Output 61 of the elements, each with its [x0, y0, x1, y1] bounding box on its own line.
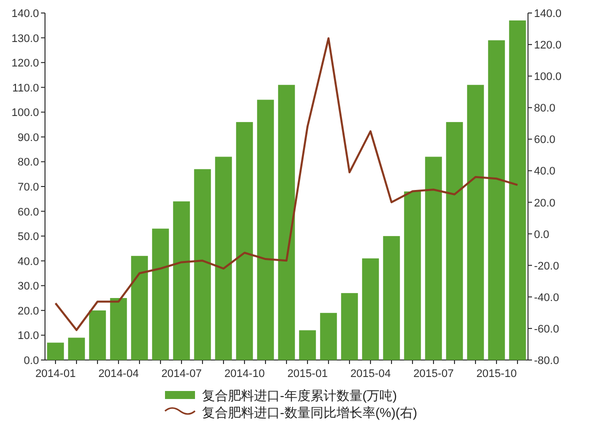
y-tick-label: 0.0	[24, 355, 39, 367]
bar	[404, 191, 421, 360]
x-tick-label: 2015-07	[413, 368, 454, 380]
bar	[257, 100, 274, 360]
x-tick-label: 2014-10	[224, 368, 265, 380]
bar	[68, 338, 85, 360]
bar	[467, 84, 484, 360]
y-tick-label: 120.0	[11, 58, 39, 70]
y-tick-label: 110.0	[12, 82, 39, 94]
bar	[383, 236, 400, 360]
y-tick-label: 10.0	[18, 330, 39, 342]
bar	[488, 40, 505, 360]
y-tick-label: 140.0	[11, 8, 39, 20]
y-tick-label: 70.0	[18, 182, 39, 194]
legend-label: 复合肥料进口-年度累计数量(万吨)	[202, 388, 397, 403]
bar	[278, 84, 295, 360]
x-tick-label: 2014-01	[35, 368, 76, 380]
y2-tick-label: 40.0	[534, 166, 556, 178]
bar	[425, 156, 442, 360]
bar	[236, 122, 253, 360]
y2-tick-label: 60.0	[534, 134, 556, 146]
y-tick-label: 90.0	[18, 132, 39, 144]
y2-tick-label: -60.0	[534, 323, 560, 336]
y-tick-label: 50.0	[18, 231, 39, 244]
line-series	[54, 37, 518, 332]
bar	[131, 256, 148, 360]
bar	[89, 310, 106, 360]
y2-tick-label: 0.0	[534, 228, 550, 241]
bar	[173, 201, 190, 360]
x-tick-label: 2015-10	[476, 368, 517, 380]
x-tick-label: 2014-04	[98, 368, 139, 380]
bar	[362, 258, 379, 360]
x-tick-label: 2014-07	[161, 368, 202, 380]
y-tick-label: 40.0	[18, 256, 39, 268]
bar	[509, 20, 526, 360]
bar	[110, 298, 127, 360]
y-tick-label: 60.0	[18, 206, 39, 218]
y-tick-label: 30.0	[18, 280, 39, 293]
y2-tick-label: 140.0	[534, 8, 562, 20]
y2-tick-label: 80.0	[534, 102, 556, 115]
bar	[446, 122, 463, 360]
y-tick-label: 80.0	[18, 156, 39, 169]
y-tick-label: 130.0	[11, 32, 39, 45]
y-tick-label: 20.0	[18, 305, 39, 318]
bar	[320, 312, 337, 360]
bar	[47, 342, 64, 360]
bar	[194, 169, 211, 360]
bar	[341, 293, 358, 360]
legend-label: 复合肥料进口-数量同比增长率(%)(右)	[202, 405, 418, 420]
y2-tick-label: 20.0	[534, 197, 556, 210]
y2-tick-label: 120.0	[534, 40, 562, 52]
y2-tick-label: -80.0	[534, 355, 560, 367]
bar	[299, 330, 316, 360]
x-tick-label: 2015-04	[350, 368, 391, 380]
y2-tick-label: -20.0	[534, 260, 560, 272]
bar	[215, 156, 232, 360]
y2-tick-label: 100.0	[534, 71, 562, 84]
bar	[152, 228, 169, 360]
y2-tick-label: -40.0	[534, 292, 560, 304]
x-tick-label: 2015-01	[287, 368, 328, 380]
y-tick-label: 100.0	[11, 107, 39, 120]
